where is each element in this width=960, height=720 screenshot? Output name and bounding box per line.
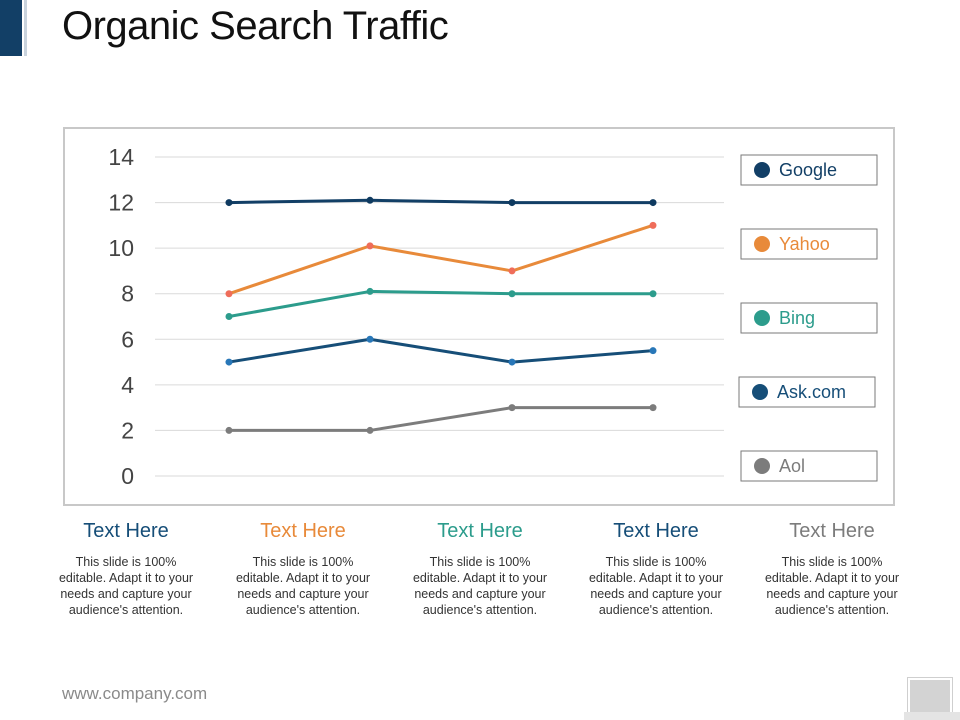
- column-body: This slide is 100% editable. Adapt it to…: [764, 555, 900, 617]
- y-tick-label: 12: [108, 190, 134, 216]
- series-line: [228, 223, 654, 296]
- data-point: [225, 199, 233, 207]
- text-column-4: Text Here This slide is 100% editable. A…: [568, 518, 744, 618]
- data-point: [649, 290, 657, 298]
- chart-frame: [63, 127, 895, 506]
- y-tick-label: 6: [121, 326, 134, 352]
- data-point: [649, 347, 657, 355]
- series-line: [229, 406, 653, 432]
- y-tick-label: 14: [108, 144, 134, 170]
- data-point: [508, 199, 516, 207]
- series-line: [228, 337, 654, 364]
- data-point: [366, 242, 374, 250]
- column-title: Text Here: [260, 520, 346, 542]
- y-tick-label: 10: [108, 235, 134, 261]
- data-point: [225, 426, 233, 434]
- data-point: [508, 267, 516, 275]
- legend-swatch: [754, 236, 770, 252]
- column-body: This slide is 100% editable. Adapt it to…: [412, 555, 548, 617]
- data-point: [366, 287, 374, 295]
- data-point: [508, 404, 516, 412]
- footer-url: www.company.com: [62, 684, 208, 703]
- data-point: [225, 290, 233, 298]
- accent-divider: [24, 0, 27, 56]
- column-title: Text Here: [613, 520, 699, 542]
- legend-swatch: [754, 458, 770, 474]
- legend-label: Ask.com: [777, 382, 846, 402]
- y-tick-label: 2: [121, 417, 134, 443]
- accent-bar: [0, 0, 22, 56]
- legend-swatch: [754, 310, 770, 326]
- data-point: [366, 196, 374, 204]
- column-body: This slide is 100% editable. Adapt it to…: [588, 555, 724, 617]
- column-title: Text Here: [437, 520, 523, 542]
- legend-label: Bing: [779, 308, 815, 328]
- data-point: [366, 335, 374, 343]
- legend-label: Aol: [779, 456, 805, 476]
- legend-label: Yahoo: [779, 234, 830, 254]
- series-line: [228, 198, 653, 205]
- legend-label: Google: [779, 160, 837, 180]
- slide-title: Organic Search Traffic: [62, 4, 449, 48]
- data-point: [508, 290, 516, 298]
- series-line: [228, 289, 653, 318]
- y-tick-label: 4: [121, 372, 134, 398]
- legend-swatch: [754, 162, 770, 178]
- data-point: [649, 221, 657, 229]
- data-point: [649, 404, 657, 412]
- corner-decoration: [908, 678, 952, 714]
- data-point: [366, 426, 374, 434]
- data-point: [225, 313, 233, 320]
- y-tick-label: 0: [121, 463, 134, 489]
- legend-swatch: [752, 384, 768, 400]
- text-column-5: Text Here This slide is 100% editable. A…: [744, 518, 920, 618]
- text-column-1: Text Here This slide is 100% editable. A…: [38, 518, 214, 618]
- column-title: Text Here: [789, 520, 875, 542]
- data-point: [649, 199, 657, 207]
- column-title: Text Here: [83, 520, 169, 542]
- y-tick-label: 8: [121, 281, 134, 307]
- data-point: [508, 358, 516, 366]
- text-column-2: Text Here This slide is 100% editable. A…: [215, 518, 391, 618]
- column-body: This slide is 100% editable. Adapt it to…: [235, 555, 371, 617]
- text-columns: Text Here This slide is 100% editable. A…: [38, 518, 922, 648]
- text-column-3: Text Here This slide is 100% editable. A…: [392, 518, 568, 618]
- data-point: [225, 358, 233, 366]
- column-body: This slide is 100% editable. Adapt it to…: [58, 555, 194, 617]
- corner-shade: [904, 712, 960, 720]
